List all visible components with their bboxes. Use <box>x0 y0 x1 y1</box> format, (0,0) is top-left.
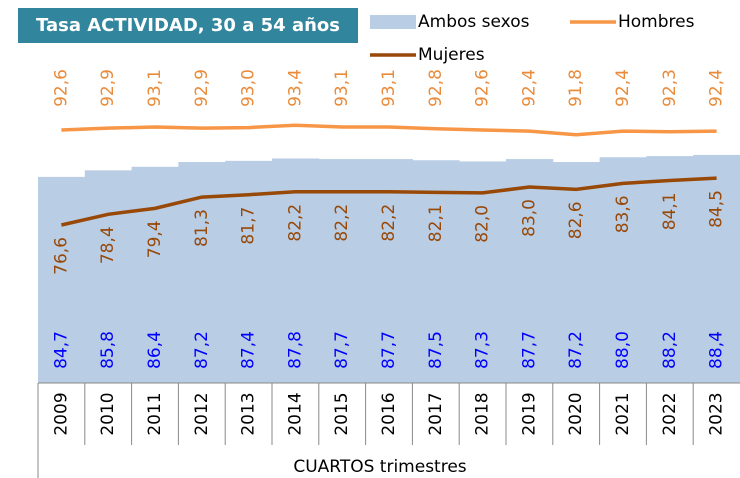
data-label: 83,0 <box>519 199 539 237</box>
x-tick-label: 2021 <box>613 392 633 435</box>
area-step <box>84 170 133 383</box>
x-tick-label: 2022 <box>660 392 680 435</box>
data-label: 84,7 <box>51 331 71 369</box>
data-label: 82,6 <box>566 201 586 239</box>
data-label: 92,4 <box>519 69 539 107</box>
data-label: 82,2 <box>332 204 352 242</box>
x-tick-label: 2015 <box>332 392 352 435</box>
data-label: 87,8 <box>285 331 305 369</box>
area-step <box>38 176 86 383</box>
data-label: 92,4 <box>707 69 727 107</box>
x-tick-label: 2018 <box>473 392 493 435</box>
legend-swatch <box>370 15 416 29</box>
data-label: 88,2 <box>660 331 680 369</box>
data-label: 83,6 <box>613 195 633 233</box>
data-label: 85,8 <box>98 331 118 369</box>
chart-title: Tasa ACTIVIDAD, 30 a 54 años <box>36 15 340 36</box>
data-label: 93,0 <box>239 69 259 107</box>
data-label: 81,7 <box>239 207 259 245</box>
x-tick-label: 2012 <box>192 392 212 435</box>
x-tick-label: 2017 <box>426 392 446 435</box>
data-label: 88,0 <box>613 331 633 369</box>
data-label: 92,6 <box>51 69 71 107</box>
data-label: 91,8 <box>566 69 586 107</box>
data-label: 87,7 <box>379 331 399 369</box>
data-label: 81,3 <box>192 209 212 247</box>
line <box>61 176 717 227</box>
x-tick-label: 2023 <box>707 392 727 435</box>
x-tick-label: 2016 <box>379 392 399 435</box>
area-step <box>178 162 226 383</box>
data-label: 87,7 <box>519 331 539 369</box>
legend-label: Ambos sexos <box>418 12 530 32</box>
area-step <box>272 158 320 383</box>
data-label: 87,3 <box>473 331 493 369</box>
data-label: 76,6 <box>51 237 71 275</box>
data-label: 93,1 <box>145 69 165 107</box>
data-label: 84,5 <box>707 190 727 228</box>
x-axis-title: CUARTOS trimestres <box>293 457 466 477</box>
data-label: 93,1 <box>379 69 399 107</box>
data-label: 82,2 <box>285 204 305 242</box>
data-label: 88,4 <box>707 331 727 369</box>
data-label: 93,1 <box>332 69 352 107</box>
x-tick-label: 2010 <box>98 392 118 435</box>
area-step <box>646 156 694 383</box>
data-label: 87,2 <box>192 331 212 369</box>
data-label: 92,3 <box>660 69 680 107</box>
area-step <box>506 159 554 383</box>
data-label: 84,1 <box>660 192 680 230</box>
data-label: 87,2 <box>566 331 586 369</box>
title-box <box>18 8 358 43</box>
x-tick-label: 2009 <box>51 392 71 435</box>
data-label: 92,9 <box>192 69 212 107</box>
data-label: 82,2 <box>379 204 399 242</box>
data-label: 78,4 <box>98 226 118 264</box>
x-tick-label: 2019 <box>519 392 539 435</box>
x-tick-label: 2013 <box>239 392 259 435</box>
area-step <box>318 159 367 383</box>
data-label: 93,4 <box>285 69 305 107</box>
data-label: 82,0 <box>473 205 493 243</box>
line <box>61 123 717 137</box>
data-label: 92,6 <box>473 69 493 107</box>
legend-label: Hombres <box>618 12 695 32</box>
data-label: 92,8 <box>426 69 446 107</box>
area-step <box>365 159 413 383</box>
data-label: 92,9 <box>98 69 118 107</box>
data-label: 87,7 <box>332 331 352 369</box>
data-label: 86,4 <box>145 331 165 369</box>
x-tick-label: 2014 <box>285 392 305 435</box>
data-label: 79,4 <box>145 220 165 258</box>
x-tick-label: 2020 <box>566 392 586 435</box>
area-step <box>225 160 273 383</box>
area-step <box>599 157 647 383</box>
x-tick-label: 2011 <box>145 392 165 435</box>
data-label: 87,5 <box>426 331 446 369</box>
area-step <box>459 161 507 383</box>
data-label: 92,4 <box>613 69 633 107</box>
area-step <box>412 160 460 383</box>
area-step <box>693 154 740 383</box>
data-label: 82,1 <box>426 204 446 242</box>
area-step <box>552 162 601 383</box>
legend-label: Mujeres <box>418 45 485 65</box>
data-label: 87,4 <box>239 331 259 369</box>
